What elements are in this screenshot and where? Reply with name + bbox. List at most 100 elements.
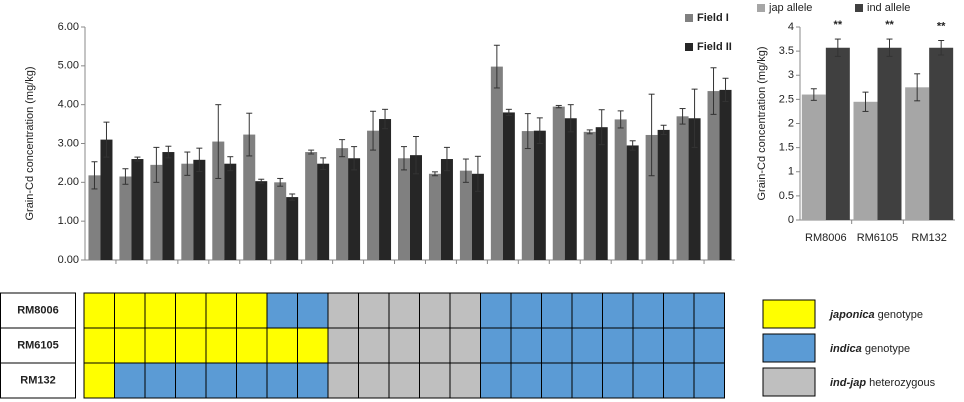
genotype-cell xyxy=(114,292,146,329)
genotype-cell xyxy=(510,292,542,329)
error-bar xyxy=(165,145,172,159)
bar xyxy=(564,118,577,260)
genotype-cell xyxy=(175,362,207,399)
error-bar xyxy=(382,108,389,130)
legend-label: ind-jap heterozygous xyxy=(830,377,936,389)
genotype-cell xyxy=(388,327,420,364)
legend-swatch xyxy=(762,367,816,397)
error-bar xyxy=(401,146,407,171)
y-axis-label: Grain-Cd concentration (mg/kg) xyxy=(756,46,768,200)
genotype-cell xyxy=(144,292,176,329)
y-tick-label: 4 xyxy=(788,21,794,33)
error-bar xyxy=(308,149,315,155)
bar xyxy=(131,159,144,260)
legend-label: ind allele xyxy=(867,2,910,14)
genotype-cell xyxy=(114,327,146,364)
genotype-cell xyxy=(693,292,725,329)
bar xyxy=(348,158,361,260)
error-bar xyxy=(586,129,593,135)
error-bar xyxy=(567,104,574,133)
error-bar xyxy=(215,104,222,179)
genotype-cell xyxy=(388,292,420,329)
row-label: RM6105 xyxy=(17,339,59,351)
bar xyxy=(645,134,658,260)
legend-text: genotype xyxy=(862,343,910,355)
error-bar xyxy=(679,108,686,125)
genotype-cell xyxy=(449,327,481,364)
genotype-cell xyxy=(571,292,603,329)
legend-text: heterozygous xyxy=(866,377,936,389)
legend-label: jap allele xyxy=(768,2,812,14)
legend-label: Field I xyxy=(697,12,729,24)
bar xyxy=(719,89,732,260)
genotype-cell xyxy=(388,362,420,399)
genotype-cell xyxy=(541,362,573,399)
y-axis-label: Grain-Cd concentration (mg/kg) xyxy=(24,66,36,220)
error-bar xyxy=(536,117,543,144)
error-bar xyxy=(660,124,667,136)
bar xyxy=(274,182,287,260)
genotype-cell xyxy=(602,327,634,364)
genotype-cell xyxy=(419,362,451,399)
error-bar xyxy=(493,44,500,89)
y-tick-label: 1 xyxy=(788,166,794,178)
genotype-cell xyxy=(449,292,481,329)
genotype-cell xyxy=(358,362,390,399)
row-label: RM8006 xyxy=(17,304,59,316)
genotype-cell xyxy=(266,327,298,364)
legend-swatch xyxy=(762,333,816,363)
error-bar xyxy=(227,156,234,172)
genotype-cell xyxy=(571,327,603,364)
legend-text: genotype xyxy=(875,309,923,321)
bar xyxy=(552,106,565,260)
error-bar xyxy=(413,136,419,175)
genotype-cell xyxy=(663,292,695,329)
genotype-cell xyxy=(175,292,207,329)
bar xyxy=(825,47,850,221)
genotype-cell xyxy=(144,327,176,364)
bar xyxy=(317,163,330,260)
legend-italic: japonica xyxy=(828,309,875,321)
y-tick-label: 5.00 xyxy=(58,60,79,72)
bar xyxy=(459,170,472,260)
error-bar xyxy=(289,193,296,201)
bar xyxy=(410,155,422,260)
genotype-cell xyxy=(327,292,359,329)
error-bar xyxy=(710,67,717,115)
y-tick-label: 1.5 xyxy=(779,142,794,154)
error-bar xyxy=(103,121,110,158)
error-bar xyxy=(691,88,698,148)
error-bar xyxy=(938,40,945,56)
error-bar xyxy=(598,109,605,146)
y-tick-label: 1.00 xyxy=(58,215,79,227)
legend-swatch xyxy=(685,43,693,51)
error-bar xyxy=(122,168,129,185)
bar xyxy=(286,197,299,260)
error-bar xyxy=(443,146,450,172)
genotype-cell xyxy=(297,327,329,364)
bar xyxy=(490,66,503,260)
bar xyxy=(367,130,380,260)
genotype-cell xyxy=(571,362,603,399)
bar xyxy=(379,119,392,260)
annotation: ** xyxy=(834,19,843,31)
error-bar xyxy=(862,91,869,112)
error-bar xyxy=(629,140,636,151)
genotype-cell xyxy=(632,362,664,399)
error-bar xyxy=(914,73,921,102)
bar xyxy=(243,134,256,260)
bar xyxy=(657,129,670,260)
genotype-cell xyxy=(602,362,634,399)
error-bar xyxy=(648,93,655,177)
legend-swatch xyxy=(757,4,765,12)
bar xyxy=(255,181,268,260)
error-bar xyxy=(370,110,377,151)
genotype-cell xyxy=(419,327,451,364)
genotype-cell xyxy=(480,327,512,364)
y-tick-label: 2 xyxy=(788,117,794,129)
bar xyxy=(181,163,194,260)
error-bar xyxy=(886,38,893,57)
error-bar xyxy=(184,151,191,176)
bar xyxy=(626,145,639,260)
error-bar xyxy=(196,147,203,172)
